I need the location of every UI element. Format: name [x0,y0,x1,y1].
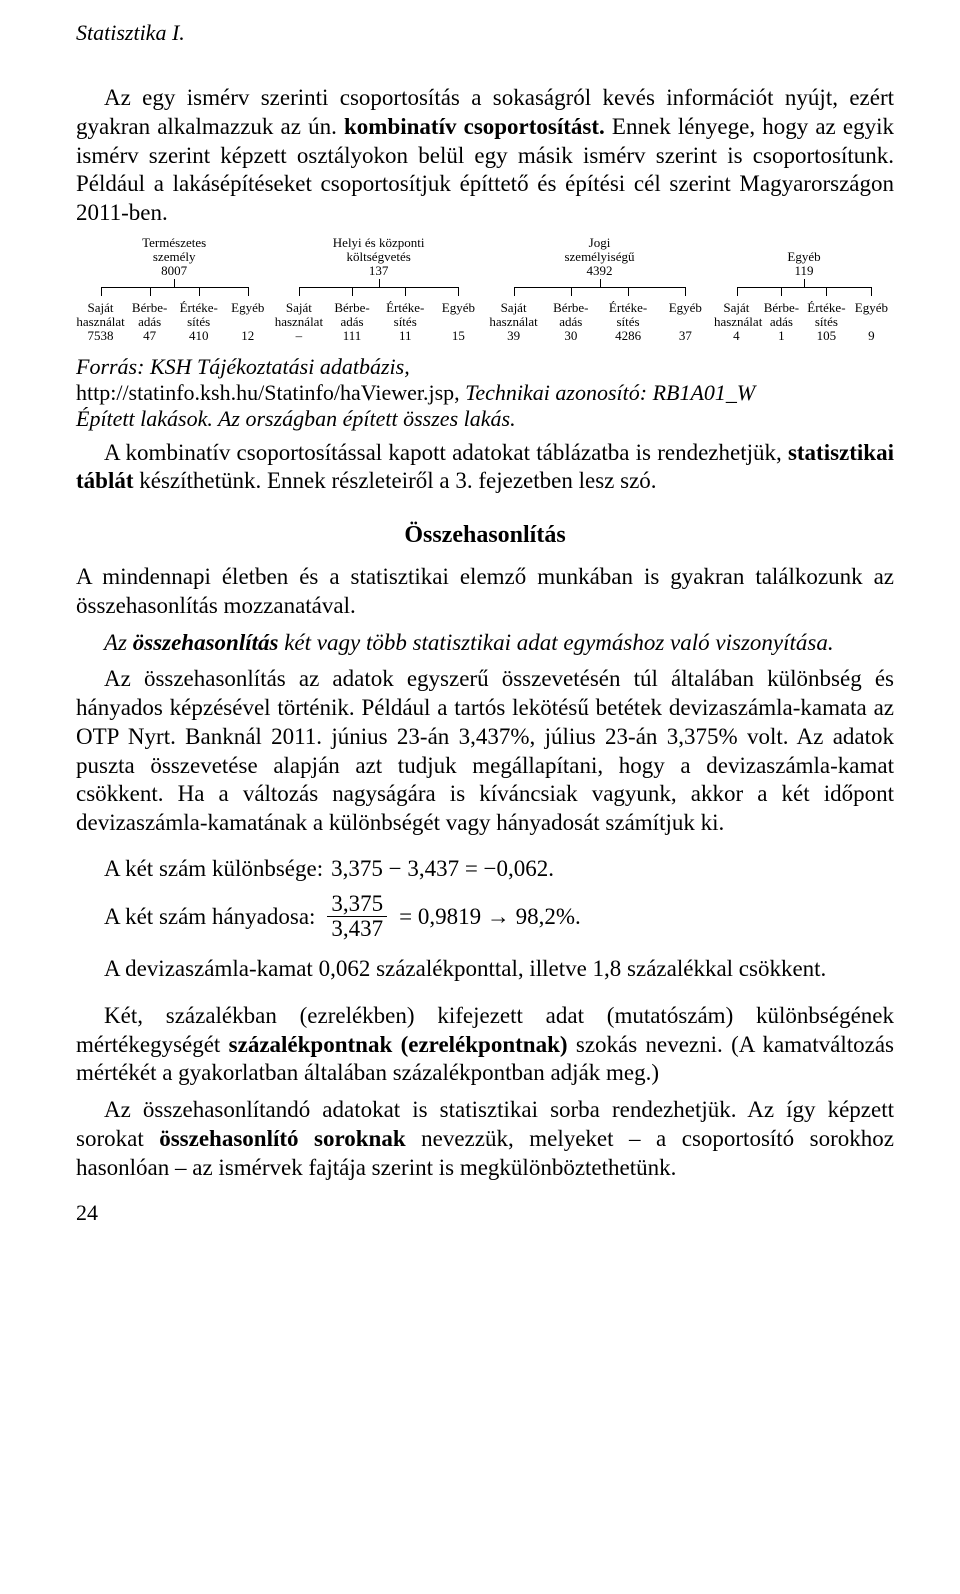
last-b: összehasonlító soroknak [159,1126,405,1151]
quot-label: A két szám hányadosa: [76,904,315,930]
tree-leaf: Bérbe-adás1 [759,301,804,344]
diff-line: A két szám különbsége: 3,375 − 3,437 = −… [76,856,894,882]
after-tree-a: A kombinatív csoportosítással kapott ada… [104,440,788,465]
tree-leaf: Értéke-sítés4286 [599,301,656,344]
tree-top-node: Jogiszemélyiségű4392 [485,236,714,279]
page-header: Statisztika I. [76,20,894,46]
fraction: 3,375 3,437 [327,892,387,941]
quot-tail: = 0,9819 → 98,2%. [399,904,581,930]
tree-leaf: Egyéb 15 [432,301,485,344]
tree-leaf: Sajáthasználat– [272,301,325,344]
tree-leaf: Bérbe-adás47 [125,301,174,344]
source-tech-id: Technikai azonosító: RB1A01_W [465,380,755,405]
diff-eq: 3,375 − 3,437 = −0,062. [331,856,554,882]
cmp-p2: Az összehasonlítás két vagy több statisz… [76,629,894,658]
tree-top-node: Egyéb119 [714,236,894,279]
source-line3: Épített lakások. Az országban épített ös… [76,406,894,432]
tree-leaf: Bérbe-adás30 [542,301,599,344]
cmp-p2-a: Az [104,630,133,655]
cmp-p2-b: összehasonlítás [133,630,279,655]
after-math: A devizaszámla-kamat 0,062 százalékpontt… [76,955,894,984]
tree-top-node: Természetesszemély8007 [76,236,272,279]
tree-leaf: Bérbe-adás111 [325,301,378,344]
quot-line: A két szám hányadosa: 3,375 3,437 = 0,98… [76,892,894,941]
tree-leaf: Értéke-sítés105 [804,301,849,344]
after-tree-paragraph: A kombinatív csoportosítással kapott ada… [76,439,894,497]
tree-connector [485,279,714,301]
last-paragraph: Az összehasonlítandó adatokat is statisz… [76,1096,894,1182]
source-block: Forrás: KSH Tájékoztatási adatbázis, htt… [76,354,894,433]
tree-connector [272,279,485,301]
tree-leaf: Sajáthasználat39 [485,301,542,344]
tree-connector [714,279,894,301]
section-title: Összehasonlítás [76,522,894,549]
pct-paragraph: Két, százalékban (ezrelékben) kifejezett… [76,1002,894,1088]
page: Statisztika I. Az egy ismérv szerinti cs… [0,0,960,1594]
tree-leaf: Egyéb 37 [657,301,714,344]
diff-label: A két szám különbsége: [76,856,323,882]
tree-leaf: Sajáthasználat4 [714,301,759,344]
tree-leaf: Sajáthasználat7538 [76,301,125,344]
tree-leaf: Értéke-sítés410 [174,301,223,344]
page-number: 24 [76,1200,894,1226]
tree-leaf: Egyéb 12 [223,301,272,344]
tree-leaf: Egyéb 9 [849,301,894,344]
tree-connector [76,279,272,301]
cmp-p1: A mindennapi életben és a statisztikai e… [76,563,894,621]
source-line1: Forrás: KSH Tájékoztatási adatbázis, [76,354,410,379]
tree-diagram: Természetesszemély8007Helyi és központik… [76,236,894,344]
tree-top-node: Helyi és központiköltségvetés137 [272,236,485,279]
after-tree-c: készíthetünk. Ennek részleteiről a 3. fe… [134,468,657,493]
source-url: http://statinfo.ksh.hu/Statinfo/haViewer… [76,380,465,405]
tree-leaf: Értéke-sítés11 [379,301,432,344]
pct-b: százalékpontnak (ezrelékpontnak) [229,1032,568,1057]
frac-num: 3,375 [327,892,387,916]
cmp-p2-c: két vagy több statisztikai adat egymásho… [278,630,833,655]
intro-text-bold: kombinatív csoportosítást. [344,114,605,139]
intro-paragraph: Az egy ismérv szerinti csoportosítás a s… [76,84,894,228]
cmp-p3: Az összehasonlítás az adatok egyszerű ös… [76,665,894,838]
frac-den: 3,437 [327,916,387,941]
